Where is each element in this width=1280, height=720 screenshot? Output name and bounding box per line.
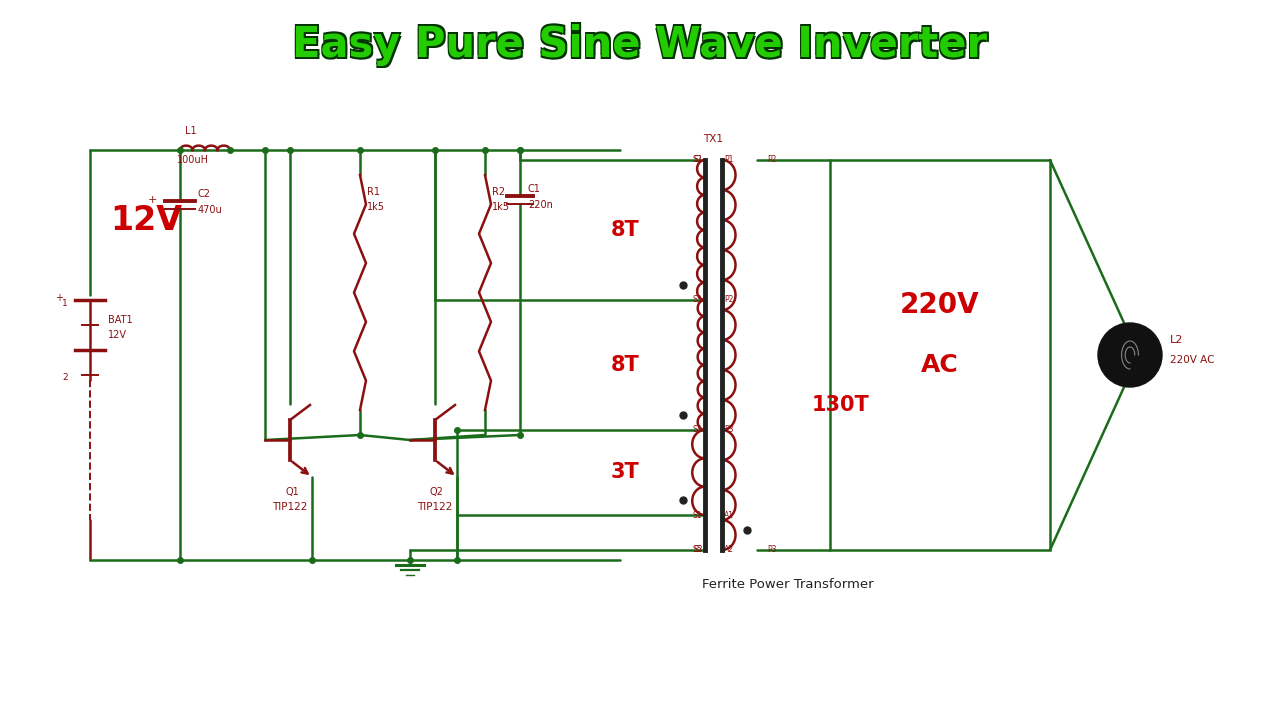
Text: Easy Pure Sine Wave Inverter: Easy Pure Sine Wave Inverter [291,25,986,68]
Text: S1: S1 [692,510,701,520]
Circle shape [1098,323,1162,387]
Text: TX1: TX1 [704,134,723,144]
Text: 1: 1 [61,299,68,307]
Text: 220V AC: 220V AC [1170,355,1215,365]
Bar [829,160,1050,550]
Text: P2: P2 [767,156,777,164]
Text: Easy Pure Sine Wave Inverter: Easy Pure Sine Wave Inverter [293,24,987,66]
Text: Easy Pure Sine Wave Inverter: Easy Pure Sine Wave Inverter [291,22,986,65]
Text: S2: S2 [694,546,703,554]
Text: P3: P3 [767,546,777,554]
Text: R2: R2 [492,187,506,197]
Text: L1: L1 [186,126,197,136]
Text: 2: 2 [61,374,68,382]
Text: R1: R1 [367,187,380,197]
Text: +: + [55,293,63,303]
Text: 220n: 220n [529,200,553,210]
Text: Q2: Q2 [430,487,444,497]
Text: 100uH: 100uH [177,155,209,165]
Text: P1: P1 [724,156,733,164]
Text: AC: AC [922,353,959,377]
Text: 3T: 3T [611,462,640,482]
Text: 470u: 470u [198,205,223,215]
Text: Easy Pure Sine Wave Inverter: Easy Pure Sine Wave Inverter [294,22,989,65]
Text: C2: C2 [198,189,211,199]
Text: A1: A1 [724,510,733,520]
Text: 8T: 8T [611,355,640,375]
Text: P2: P2 [724,295,733,305]
Text: Q1: Q1 [285,487,298,497]
Text: S2: S2 [692,156,701,164]
Text: 8T: 8T [611,220,640,240]
Text: C1: C1 [529,184,541,194]
Text: S4: S4 [692,426,701,434]
Text: P3: P3 [724,426,733,434]
Text: S1: S1 [694,156,703,164]
Text: TIP122: TIP122 [417,502,452,512]
Text: TIP122: TIP122 [273,502,307,512]
Text: 1k5: 1k5 [492,202,509,212]
Text: 220V: 220V [900,291,979,319]
Text: BAT1: BAT1 [108,315,133,325]
Text: S3: S3 [692,295,701,305]
Text: A2: A2 [724,546,733,554]
Text: 12V: 12V [108,330,127,340]
Text: 1k5: 1k5 [367,202,385,212]
Text: S5: S5 [692,546,701,554]
Text: 130T: 130T [812,395,869,415]
Text: L2: L2 [1170,335,1184,345]
Text: +: + [148,195,157,205]
Text: Ferrite Power Transformer: Ferrite Power Transformer [701,578,873,592]
Text: 12V: 12V [110,204,182,236]
Text: Easy Pure Sine Wave Inverter: Easy Pure Sine Wave Inverter [294,25,989,68]
